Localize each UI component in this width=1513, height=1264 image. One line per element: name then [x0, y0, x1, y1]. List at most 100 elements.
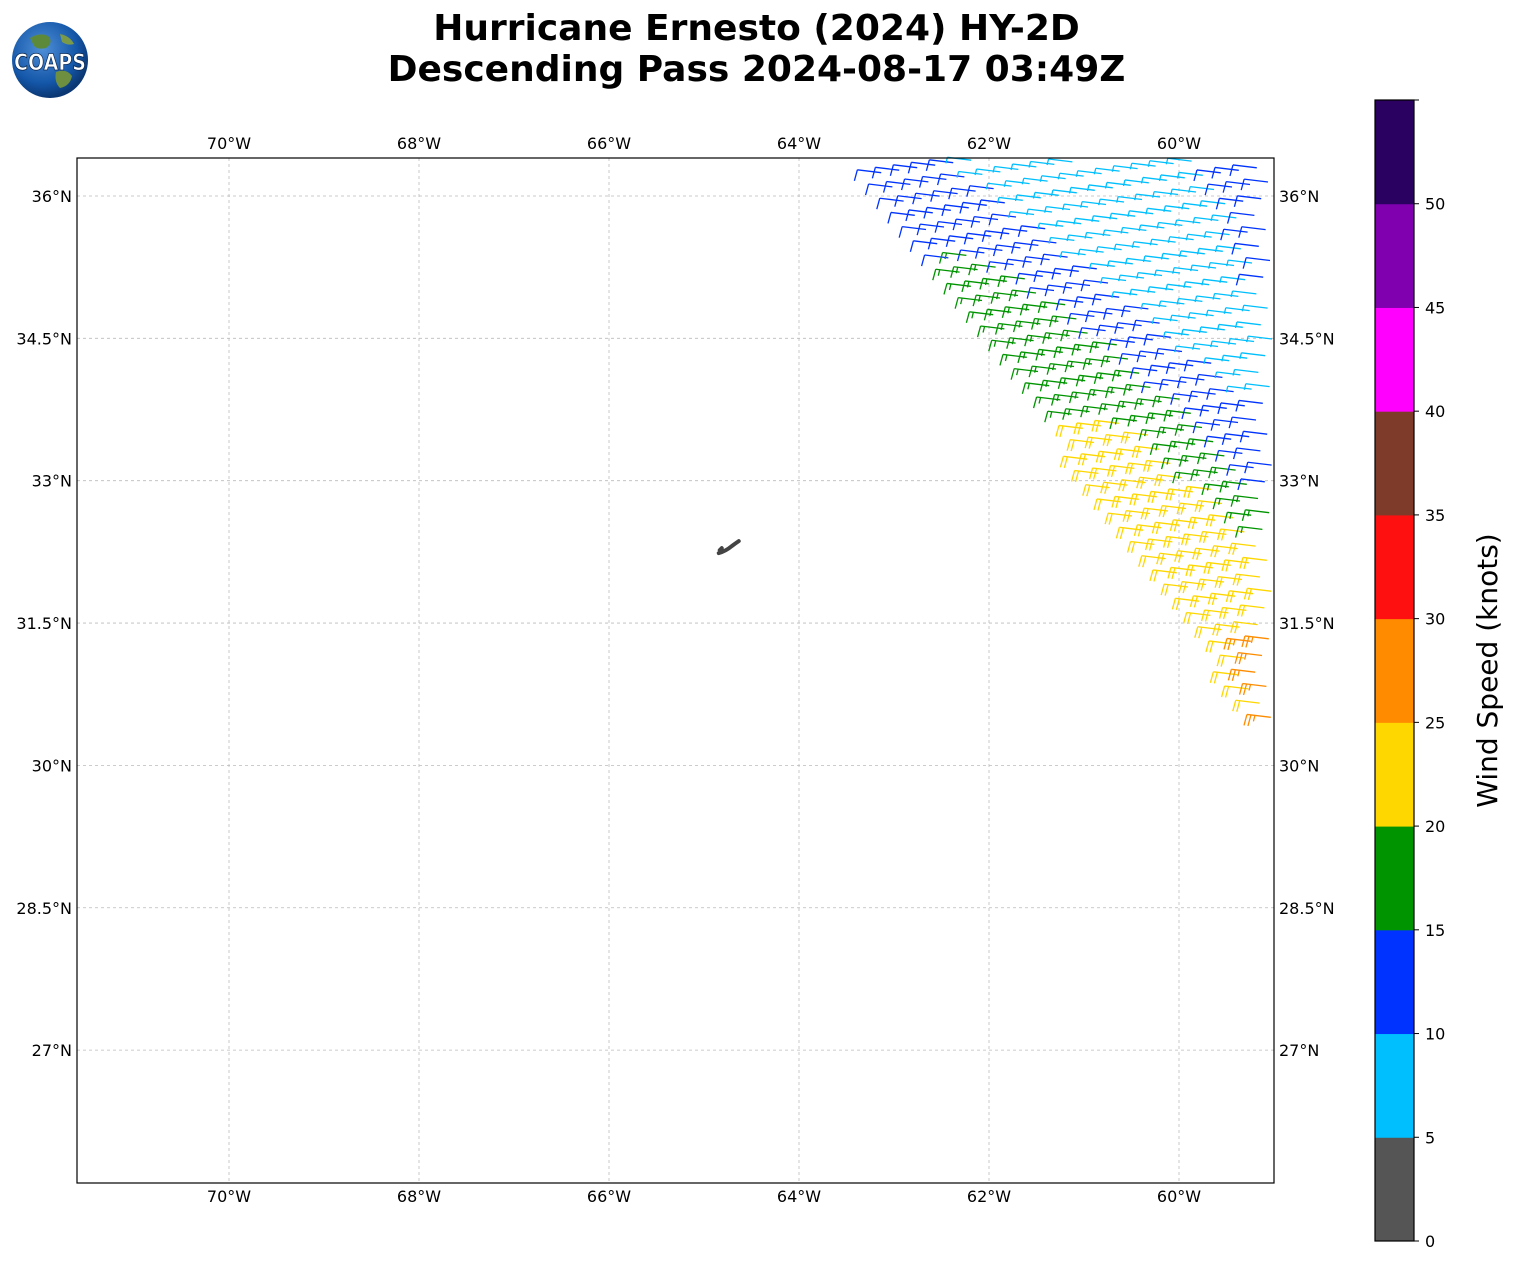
wind-barb	[1160, 583, 1189, 596]
wind-barb	[1138, 224, 1165, 232]
wind-barb	[1170, 393, 1198, 405]
lon-tick-bottom: 64°W	[777, 1187, 821, 1206]
wind-barb	[1084, 436, 1113, 449]
wind-barb	[1004, 258, 1032, 271]
wind-barb	[1044, 284, 1073, 297]
wind-barb	[1109, 417, 1137, 430]
wind-barb	[1102, 229, 1129, 237]
wind-barb	[1235, 399, 1263, 412]
wind-barb	[1203, 231, 1230, 238]
wind-barb	[970, 215, 999, 228]
wind-barb	[1221, 433, 1250, 445]
wind-barb	[1243, 383, 1270, 390]
lon-tick-bottom: 68°W	[397, 1187, 441, 1206]
colorbar-segment	[1375, 929, 1414, 1035]
wind-barb	[1174, 345, 1201, 353]
wind-barb	[954, 296, 983, 309]
wind-barb	[952, 218, 981, 231]
wind-barb	[1030, 317, 1059, 330]
lon-tick-top: 66°W	[587, 134, 631, 153]
wind-barb	[1050, 189, 1077, 197]
wind-barb	[1230, 290, 1257, 298]
wind-barb	[1181, 407, 1209, 420]
wind-barb	[1091, 215, 1118, 222]
wind-barb	[930, 190, 958, 202]
wind-barb	[1192, 421, 1221, 434]
wind-barb	[887, 211, 915, 224]
wind-barb	[1069, 265, 1097, 278]
colorbar-frame	[1374, 99, 1415, 1242]
wind-barb	[1100, 481, 1128, 494]
wind-barb	[1226, 259, 1253, 267]
wind-barb	[1062, 203, 1089, 211]
wind-barb	[1122, 179, 1149, 187]
wind-barb	[997, 275, 1025, 288]
wind-barb	[985, 182, 1012, 190]
lon-tick-bottom: 60°W	[1157, 1187, 1201, 1206]
wind-barb	[1091, 419, 1119, 433]
wind-barb	[1118, 479, 1146, 492]
wind-barb	[1106, 260, 1133, 268]
colorbar-segment	[1375, 307, 1414, 412]
wind-barb	[1176, 171, 1203, 179]
wind-barb	[1203, 435, 1232, 448]
wind-barb	[1194, 626, 1222, 639]
wind-barb	[1201, 278, 1228, 286]
wind-barb	[1210, 214, 1237, 222]
wind-barb	[907, 161, 936, 174]
wind-barb	[1165, 488, 1193, 501]
wind-barb	[961, 280, 989, 293]
wind-barb	[1172, 471, 1200, 484]
wind-barb	[1170, 188, 1197, 196]
lon-tick-top: 70°W	[207, 134, 251, 153]
wind-barb	[1082, 357, 1111, 370]
wind-barb	[1230, 494, 1259, 507]
wind-barb	[1205, 309, 1232, 317]
wind-barb	[1062, 408, 1090, 420]
wind-barb	[1198, 530, 1227, 544]
wind-barb	[1190, 264, 1217, 272]
wind-barb	[1214, 371, 1241, 379]
wind-barb	[1235, 273, 1264, 286]
wind-barb	[1180, 328, 1207, 336]
wind-barb	[1098, 198, 1125, 206]
wind-barb	[1024, 334, 1052, 347]
wind-barb	[950, 266, 978, 278]
map-frame	[76, 157, 1275, 1184]
wind-barb	[1231, 242, 1259, 255]
wind-barb	[1062, 281, 1091, 294]
lon-tick-top: 62°W	[967, 134, 1011, 153]
lat-tick-left: 30°N	[32, 756, 72, 775]
wind-barb	[1178, 580, 1207, 594]
wind-barb	[1225, 590, 1254, 603]
colorbar-segment	[1375, 100, 1414, 205]
wind-barb	[1176, 297, 1203, 305]
wind-barb	[1242, 256, 1271, 269]
wind-barb	[968, 263, 996, 276]
wind-barb	[1120, 431, 1149, 444]
wind-barb	[909, 240, 938, 252]
wind-barb	[1019, 303, 1048, 316]
wind-barb	[1084, 231, 1111, 239]
wind-barb	[1143, 333, 1171, 346]
wind-barb	[1051, 267, 1079, 280]
wind-barb	[1221, 559, 1249, 572]
wind-barb	[1068, 186, 1095, 194]
wind-barb	[1228, 337, 1255, 345]
wind-barb	[1055, 424, 1083, 438]
wind-barb	[1001, 306, 1030, 318]
wind-barb	[1229, 164, 1257, 177]
wind-barb	[1221, 354, 1248, 362]
wind-barb	[1158, 378, 1187, 391]
wind-barb	[1152, 190, 1179, 198]
wind-barb	[1008, 289, 1037, 302]
lat-tick-right: 34.5°N	[1279, 329, 1335, 348]
wind-barb	[1156, 221, 1183, 229]
wind-barb	[1140, 381, 1169, 394]
wind-barb	[1215, 197, 1244, 210]
wind-barb	[932, 268, 960, 281]
wind-barb	[1203, 357, 1230, 364]
wind-barb	[1068, 391, 1097, 404]
wind-barb	[1044, 410, 1072, 423]
wind-barb	[1028, 239, 1057, 252]
